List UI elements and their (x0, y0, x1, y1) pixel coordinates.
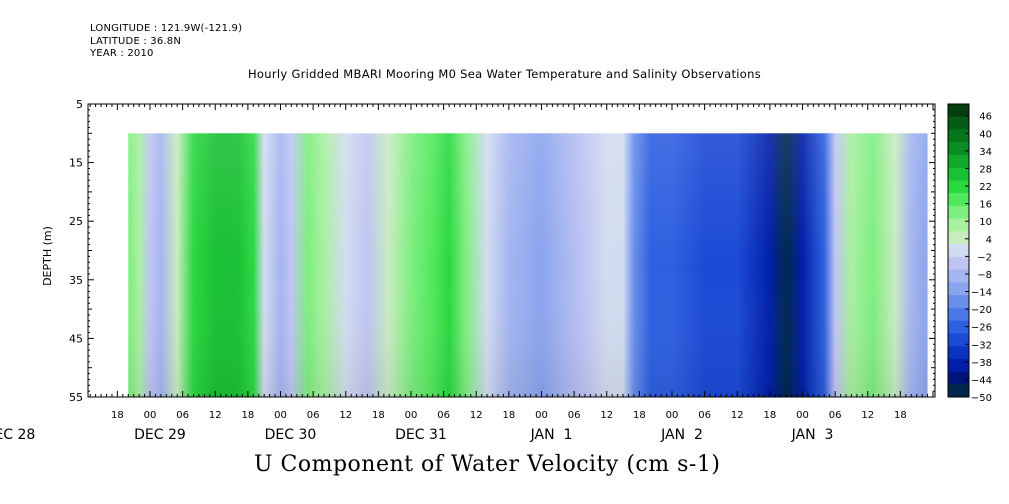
colorbar-frame (947, 103, 970, 398)
x-hour-label: 18 (242, 410, 255, 421)
axes: 5 15 25 35 45 55 18 00 06 12 18 00 06 12 18 00 06 12 18 00 0… (0, 98, 936, 443)
colorbar-segment (948, 269, 969, 283)
colorbar-label: 10 (979, 217, 992, 228)
colorbar: 46 40 34 28 22 16 10 4 −2 −8 −14 −20 −26 −32 −38 −44 −50 (947, 103, 992, 404)
colorbar-label: −2 (977, 252, 992, 263)
colorbar-segment (948, 358, 969, 372)
x-day-label: DEC 30 (265, 427, 317, 443)
colorbar-label: 22 (979, 182, 992, 193)
depth-shading (128, 133, 928, 398)
x-hour-label: 12 (209, 410, 222, 421)
x-hour-label: 18 (633, 410, 646, 421)
colorbar-segment (948, 205, 969, 219)
colorbar-label: 28 (979, 164, 992, 175)
colorbar-label: −50 (971, 393, 992, 404)
colorbar-segment (948, 384, 969, 398)
colorbar-segment (948, 282, 969, 296)
longitude-label: LONGITUDE : 121.9W(-121.9) (90, 23, 243, 34)
x-hour-label: 06 (568, 410, 581, 421)
x-hour-label: 00 (405, 410, 418, 421)
x-hour-label: 12 (470, 410, 483, 421)
x-hour-label: 06 (437, 410, 450, 421)
y-axis-label: DEPTH (m) (41, 226, 54, 286)
colorbar-label: −26 (971, 323, 992, 334)
x-hour-label: 18 (372, 410, 385, 421)
x-hour-label: 12 (731, 410, 744, 421)
colorbar-label: −32 (971, 340, 992, 351)
colorbar-segment (948, 129, 969, 143)
colorbar-label: −20 (971, 305, 992, 316)
colorbar-label: −38 (971, 358, 992, 369)
colorbar-label: −14 (971, 288, 992, 299)
colorbar-segment (948, 154, 969, 168)
x-hour-label: 06 (176, 410, 189, 421)
colorbar-segment (948, 320, 969, 334)
y-tick-label: 5 (76, 98, 83, 111)
colorbar-label: 4 (986, 235, 992, 246)
y-tick-label: 35 (69, 274, 83, 287)
colorbar-label: 34 (979, 147, 992, 158)
x-hour-label: 18 (503, 410, 516, 421)
x-hour-label: 06 (698, 410, 711, 421)
x-day-label: DEC 28 (0, 427, 35, 443)
chart-title: Hourly Gridded MBARI Mooring M0 Sea Wate… (247, 67, 762, 81)
y-tick-label: 25 (69, 215, 83, 228)
x-hour-label: 18 (764, 410, 777, 421)
colorbar-segment (948, 371, 969, 385)
colorbar-segment (948, 295, 969, 309)
colorbar-segment (948, 333, 969, 347)
x-hour-label: 18 (111, 410, 124, 421)
colorbar-segment (948, 193, 969, 207)
plot-area (88, 104, 935, 398)
colorbar-segment (948, 307, 969, 321)
x-day-label: JAN 3 (791, 427, 834, 443)
colorbar-segment (948, 167, 969, 181)
x-hour-label: 12 (861, 410, 874, 421)
colorbar-segment (948, 256, 969, 270)
colorbar-segment (948, 116, 969, 130)
year-label: YEAR : 2010 (90, 48, 154, 59)
x-hour-label: 00 (274, 410, 287, 421)
colorbar-label: 40 (979, 129, 992, 140)
y-tick-label: 45 (69, 332, 83, 345)
x-hour-label: 12 (339, 410, 352, 421)
colorbar-label: 16 (979, 200, 992, 211)
x-hour-label: 00 (666, 410, 679, 421)
colorbar-segment (948, 180, 969, 194)
x-hour-label: 00 (144, 410, 157, 421)
x-day-label: DEC 29 (134, 427, 186, 443)
x-day-label: DEC 31 (395, 427, 447, 443)
y-tick-label: 55 (69, 391, 83, 404)
x-hour-label: 06 (829, 410, 842, 421)
colorbar-segment (948, 231, 969, 245)
colorbar-label: −44 (971, 375, 992, 386)
latitude-label: LATITUDE : 36.8N (90, 36, 182, 47)
colorbar-segment (948, 244, 969, 258)
x-hour-label: 18 (894, 410, 907, 421)
variable-title: U Component of Water Velocity (cm s-1) (254, 452, 721, 477)
y-tick-label: 15 (69, 157, 83, 170)
x-hour-label: 00 (535, 410, 548, 421)
colorbar-segment (948, 218, 969, 232)
colorbar-segment (948, 104, 969, 118)
x-hour-label: 06 (307, 410, 320, 421)
colorbar-segment (948, 142, 969, 156)
x-hour-label: 00 (796, 410, 809, 421)
x-day-label: JAN 2 (660, 427, 703, 443)
x-hour-label: 12 (600, 410, 613, 421)
colorbar-label: 46 (979, 112, 992, 123)
x-day-label: JAN 1 (530, 427, 573, 443)
colorbar-segment (948, 346, 969, 360)
colorbar-label: −8 (977, 270, 992, 281)
